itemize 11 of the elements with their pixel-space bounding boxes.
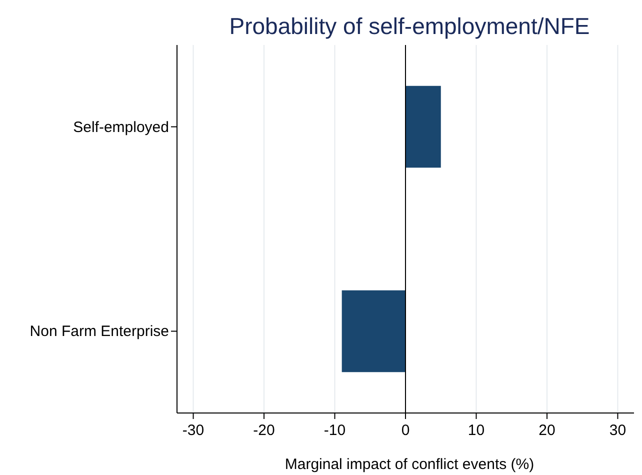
x-tick-label: -10 [324,422,346,439]
x-tick-label: 30 [609,422,626,439]
x-tick-label: 0 [401,422,410,439]
x-tick-label: -30 [182,422,204,439]
x-tick-label: 10 [468,422,485,439]
y-tick-label: Self-employed [73,118,169,136]
x-axis-title: Marginal impact of conflict events (%) [284,456,534,473]
y-tick-label: Non Farm Enterprise [30,323,169,340]
x-tick-label: -20 [253,422,275,439]
x-tick-label: 20 [538,422,556,439]
chart-title: Probability of self-employment/NFE [229,13,590,39]
